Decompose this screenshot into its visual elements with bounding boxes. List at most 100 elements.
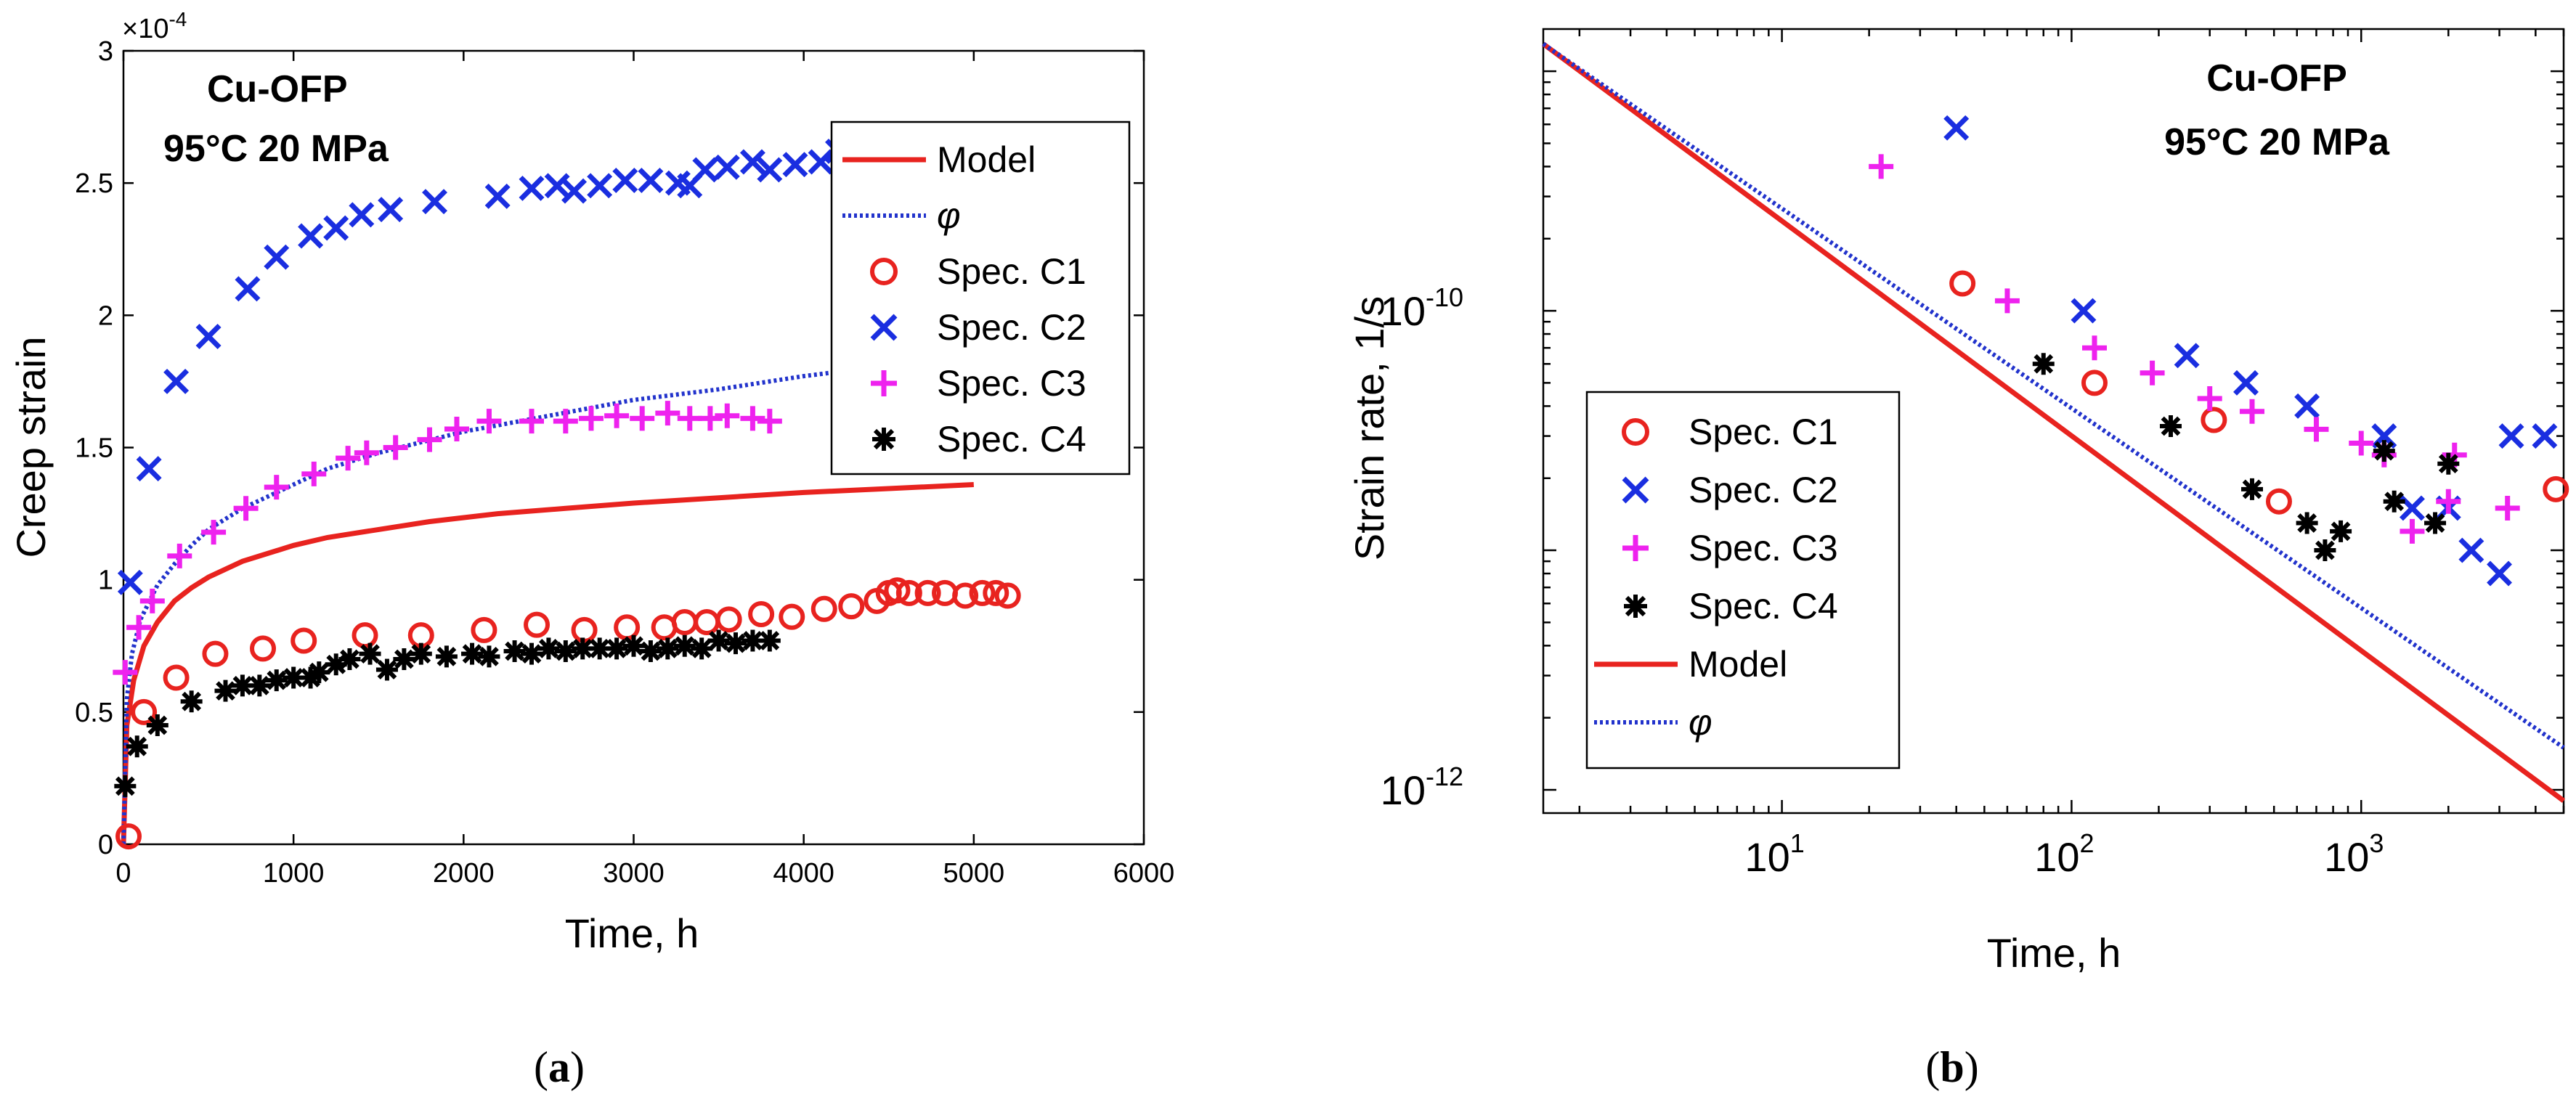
panel-a-spec-c4-point-19-stroke <box>478 645 500 668</box>
panel-a-spec-c4-point-29 <box>657 637 679 660</box>
panel-b-spec-c3-point-10-stroke <box>2436 489 2461 514</box>
panel-b-spec-c1-point-3 <box>2265 488 2292 515</box>
panel-a: 0 1000 2000 3000 4000 5000 6000 0 0.5 1 1.5 2 2.5 3 ×… <box>8 8 1174 1091</box>
panel-b-spec-c4-point-0-stroke <box>2032 353 2055 375</box>
panel-b-spec-c4-point-5-stroke <box>2330 520 2352 542</box>
panel-b-spec-c1-point-1 <box>2081 370 2108 396</box>
panel-a-spec-c3-point-18-stroke <box>630 406 655 431</box>
panel-b-xtick-label-exp-2: 3 <box>2369 828 2384 858</box>
panel-a-spec-c2-point-25 <box>808 149 834 175</box>
panel-b-legend-entry-2: Spec. C3 <box>1622 528 1838 568</box>
panel-a-spec-c2-point-8 <box>349 202 375 228</box>
panel-a-spec-c3-point-17 <box>604 403 630 428</box>
panel-a-spec-c1-point-1 <box>131 698 158 725</box>
panel-a-ylabel: Creep strain <box>8 336 54 558</box>
panel-b-spec-c2-point-3 <box>2233 370 2259 396</box>
panel-b-spec-c3-point-7-stroke <box>2349 430 2374 456</box>
panel-b-xtick-label-exp-0: 1 <box>1790 828 1805 858</box>
panel-a-spec-c4-point-7 <box>265 669 288 692</box>
panel-a-spec-c1-point-10 <box>571 616 598 643</box>
panel-a-spec-c4-point-16 <box>410 642 432 665</box>
panel-b-spec-c4-point-6-stroke <box>2373 440 2395 462</box>
panel-a-spec-c1-point-13 <box>671 608 698 635</box>
panel-b-legend-label-3: Spec. C4 <box>1689 586 1838 626</box>
panel-a-spec-c2-point-22-stroke <box>739 149 765 175</box>
panel-a-xlabel: Time, h <box>565 910 699 956</box>
panel-a-spec-c2-point-13-stroke <box>544 173 570 199</box>
panel-a-legend-entry-1: φ <box>842 195 961 236</box>
panel-a-spec-c2-point-6 <box>298 223 324 249</box>
panel-a-spec-c2-point-1 <box>136 456 162 482</box>
panel-a-spec-c3-point-21 <box>697 406 723 431</box>
panel-a-ytick-label-6: 3 <box>98 36 113 67</box>
panel-a-spec-c1-point-28 <box>983 579 1009 606</box>
panel-b-legend-label-4: Model <box>1689 644 1787 685</box>
panel-a-spec-c2-point-23 <box>757 157 783 183</box>
panel-a-spec-c4-point-2 <box>146 714 168 737</box>
panel-b-spec-c3-point-2-stroke <box>2081 335 2107 361</box>
panel-a-xtick-label-6: 6000 <box>1113 858 1175 889</box>
panel-b-spec-c2-point-8 <box>2458 537 2484 563</box>
panel-a-spec-c4-point-31-stroke <box>691 637 713 660</box>
panel-a-spec-c2-point-6-stroke <box>298 223 324 249</box>
panel-a-legend-entry-4: Spec. C3 <box>871 363 1086 404</box>
panel-a-spec-c3-point-23-stroke <box>740 406 765 431</box>
panel-a-spec-c4-point-28-stroke <box>639 640 662 663</box>
panel-a-spec-c1-point-17 <box>779 603 805 630</box>
panel-a-spec-c1-point-2 <box>163 664 190 691</box>
panel-a-legend-label-5: Spec. C4 <box>937 419 1086 460</box>
panel-a-model-line <box>121 482 974 845</box>
panel-a-spec-c3-point-22 <box>715 403 740 428</box>
panel-a-spec-c4-point-30-stroke <box>673 634 696 657</box>
panel-a-spec-c2-point-12 <box>519 175 545 201</box>
panel-a-spec-c4-point-31 <box>691 637 713 660</box>
panel-b-spec-c2-point-4-stroke <box>2294 393 2320 419</box>
panel-a-legend-entry-5: Spec. C4 <box>872 419 1086 460</box>
panel-b-legend-label-2: Spec. C3 <box>1689 528 1838 568</box>
panel-b-spec-c3-point-12 <box>2495 495 2520 521</box>
panel-b-legend-swatch-1 <box>1622 476 1649 504</box>
panel-b-spec-c3-point-1 <box>1994 288 2020 314</box>
panel-a-ytick-label-1: 0.5 <box>75 698 113 728</box>
panel-a-spec-c3-point-24 <box>757 409 782 434</box>
panel-b-legend-entry-5: φ <box>1594 702 1712 743</box>
panel-a-legend-swatch-4 <box>871 370 897 396</box>
panel-a-spec-c2-point-10 <box>422 189 447 215</box>
panel-b-spec-c2-point-2-stroke <box>2174 343 2200 369</box>
panel-b-xtick-label-exp-1: 2 <box>2080 828 2094 858</box>
panel-a-spec-c2-point-25-stroke <box>808 149 834 175</box>
panel-a-spec-c2-point-24 <box>782 152 808 178</box>
panel-a-spec-c2-point-21-stroke <box>714 154 740 180</box>
panel-a-spec-c1-point-27 <box>969 579 996 606</box>
panel-b-spec-c3-point-3 <box>2140 360 2165 385</box>
panel-b-legend-swatch-2 <box>1622 535 1649 561</box>
panel-b-ytick-label-exp-0: -10 <box>1426 282 1463 312</box>
panel-a-spec-c1-point-4 <box>250 635 277 662</box>
panel-b-spec-c3-point-2 <box>2081 335 2107 361</box>
panel-b-spec-c2-point-9-stroke <box>2487 560 2512 587</box>
panel-b-series <box>1541 41 2569 803</box>
panel-a-spec-c4-point-35-stroke <box>758 629 781 652</box>
panel-b-spec-c2-point-1 <box>2071 298 2097 324</box>
panel-b-spec-c3-point-9-stroke <box>2400 518 2425 544</box>
panel-a-spec-c2-point-14 <box>561 178 588 204</box>
panel-a-spec-c4-point-29-stroke <box>657 637 679 660</box>
panel-a-caption: (a) <box>534 1043 585 1091</box>
panel-b-spec-c2-point-10-stroke <box>2498 423 2524 449</box>
panel-a-spec-c4-point-20 <box>503 640 526 663</box>
panel-a-spec-c3-point-13 <box>476 409 502 434</box>
panel-a-spec-c2-point-9 <box>378 197 404 223</box>
panel-b-spec-c4-point-4-stroke <box>2314 539 2336 562</box>
panel-a-spec-c4-point-22-stroke <box>537 637 560 660</box>
panel-b-legend-label-1: Spec. C2 <box>1689 470 1838 510</box>
panel-a-spec-c4-point-11 <box>325 653 347 676</box>
panel-a-spec-c2-point-17 <box>638 168 664 193</box>
panel-a-spec-c4-point-6-stroke <box>248 674 271 697</box>
panel-a-spec-c1-point-16 <box>748 601 775 628</box>
panel-b-ytick-label-1: 10-12 <box>1381 762 1463 813</box>
panel-a-spec-c3-point-6 <box>264 475 289 500</box>
panel-a-spec-c2-point-5 <box>264 244 290 270</box>
panel-b-spec-c3-point-7 <box>2349 430 2374 456</box>
panel-b-spec-c4-point-1-stroke <box>2159 415 2182 437</box>
panel-a-spec-c4-point-25-stroke <box>588 637 611 660</box>
